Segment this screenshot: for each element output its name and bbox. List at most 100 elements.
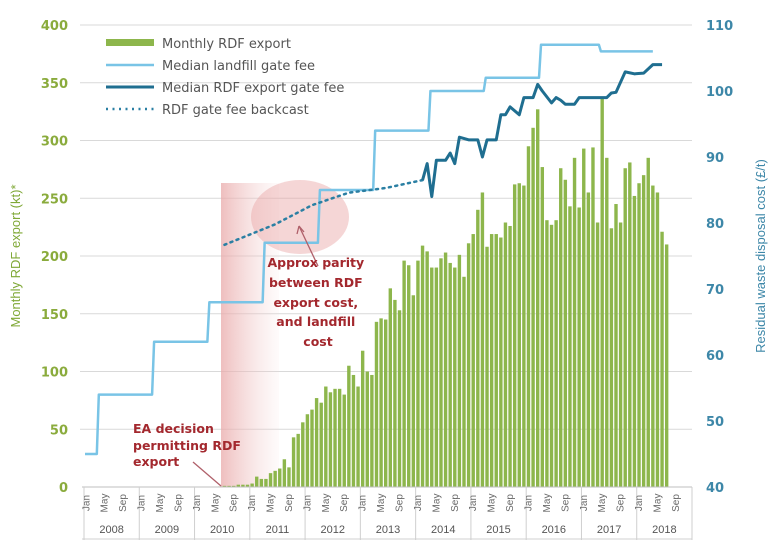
line-median-landfill-gate-fee <box>85 43 653 456</box>
bar <box>379 318 383 487</box>
bar <box>259 478 264 487</box>
x-month-label: Jan <box>302 495 313 511</box>
legend-item-median-rdf-export-gate-fee: Median RDF export gate fee <box>106 81 344 96</box>
bar <box>466 243 471 487</box>
bar <box>559 168 563 487</box>
x-month-label: May <box>597 494 608 513</box>
legend-label: Median landfill gate fee <box>162 59 315 74</box>
y-right-tick-label: 80 <box>706 217 724 232</box>
bar <box>430 267 434 487</box>
legend-item-rdf-gate-fee-backcast: RDF gate fee backcast <box>106 103 309 118</box>
bar <box>411 295 416 487</box>
x-month-label: Sep <box>671 494 682 512</box>
x-year-label: 2011 <box>266 524 290 536</box>
y-axis-left: 0 50 100 150 200 250 300 350 400 <box>41 19 68 496</box>
x-month-label: Jan <box>413 495 424 511</box>
bar <box>439 258 443 487</box>
bar <box>370 374 374 487</box>
x-year-label: 2013 <box>376 524 400 536</box>
y-right-tick-label: 60 <box>706 349 724 364</box>
bar <box>462 276 466 487</box>
bar <box>609 228 614 487</box>
bar <box>489 234 494 487</box>
arrowhead-icon <box>296 225 305 235</box>
bar <box>595 222 600 487</box>
y-right-tick-label: 100 <box>706 85 733 100</box>
x-month-label: May <box>487 494 498 513</box>
x-year-label: 2008 <box>99 524 123 536</box>
bar <box>324 386 328 487</box>
bar <box>582 148 586 487</box>
x-month-label: Jan <box>192 495 203 511</box>
bar <box>443 252 448 487</box>
bar <box>393 299 397 487</box>
x-month-label: May <box>266 494 277 513</box>
annotation-line: between RDF <box>269 275 363 290</box>
bar-series-monthly-rdf-export <box>218 96 669 488</box>
bar <box>632 195 637 487</box>
bar <box>250 483 254 487</box>
x-year-label: 2014 <box>431 524 455 536</box>
y-left-tick-label: 0 <box>59 481 68 496</box>
bar <box>383 319 388 487</box>
bar <box>448 262 452 487</box>
annotation-line: and landfill <box>276 314 355 329</box>
bar <box>333 388 337 487</box>
bar <box>637 183 641 488</box>
bar <box>605 157 609 487</box>
y-left-tick-label: 250 <box>41 192 68 207</box>
bar <box>618 222 623 487</box>
annotation-line: export cost, <box>273 295 358 310</box>
annotation-text: EA decision permitting RDF export <box>133 421 245 469</box>
bar <box>540 167 545 487</box>
x-year-label: 2016 <box>542 524 566 536</box>
bar <box>623 168 627 487</box>
bar <box>453 267 457 487</box>
x-month-label: May <box>542 494 553 513</box>
line-rdf-gate-fee-backcast <box>223 178 424 247</box>
bar <box>264 478 268 487</box>
bar <box>494 234 498 487</box>
y-right-tick-label: 110 <box>706 19 733 34</box>
bar <box>255 476 259 487</box>
x-month-label: Jan <box>81 495 92 511</box>
parity-highlight-ellipse <box>251 180 349 254</box>
x-month-label: May <box>652 494 663 513</box>
bar <box>549 224 554 487</box>
bar <box>485 246 489 487</box>
bar <box>351 374 356 487</box>
bar <box>374 321 379 487</box>
bar <box>397 310 402 487</box>
bar <box>572 157 577 487</box>
bar <box>535 109 540 487</box>
x-axis: Jan May Sep 2008 Jan May Sep 2009 Jan May Sep 2010 J… <box>81 486 693 540</box>
bar <box>651 185 655 488</box>
bar <box>268 473 273 487</box>
bar <box>655 192 660 487</box>
x-month-label: Sep <box>229 494 240 512</box>
bar <box>231 485 236 487</box>
annotation-line: export <box>133 454 179 469</box>
bar <box>434 267 439 487</box>
bar <box>591 147 595 487</box>
annotation-ea-decision: EA decision permitting RDF export <box>133 421 245 487</box>
y-left-tick-label: 200 <box>41 250 68 265</box>
x-year-label: 2015 <box>486 524 510 536</box>
bar <box>291 437 296 487</box>
annotation-arrow <box>298 225 319 267</box>
bar <box>328 392 333 487</box>
bar <box>476 209 480 488</box>
bar <box>245 484 250 487</box>
bar <box>660 231 664 487</box>
bar <box>310 409 314 487</box>
y-right-tick-label: 40 <box>706 481 724 496</box>
x-month-label: Sep <box>395 494 406 512</box>
bar <box>236 484 241 487</box>
bar <box>227 485 231 487</box>
bar <box>347 365 351 487</box>
x-month-label: Sep <box>173 494 184 512</box>
legend-item-median-landfill-gate-fee: Median landfill gate fee <box>106 59 315 74</box>
bar <box>503 222 508 487</box>
y-right-tick-label: 90 <box>706 151 724 166</box>
bar <box>402 260 406 487</box>
